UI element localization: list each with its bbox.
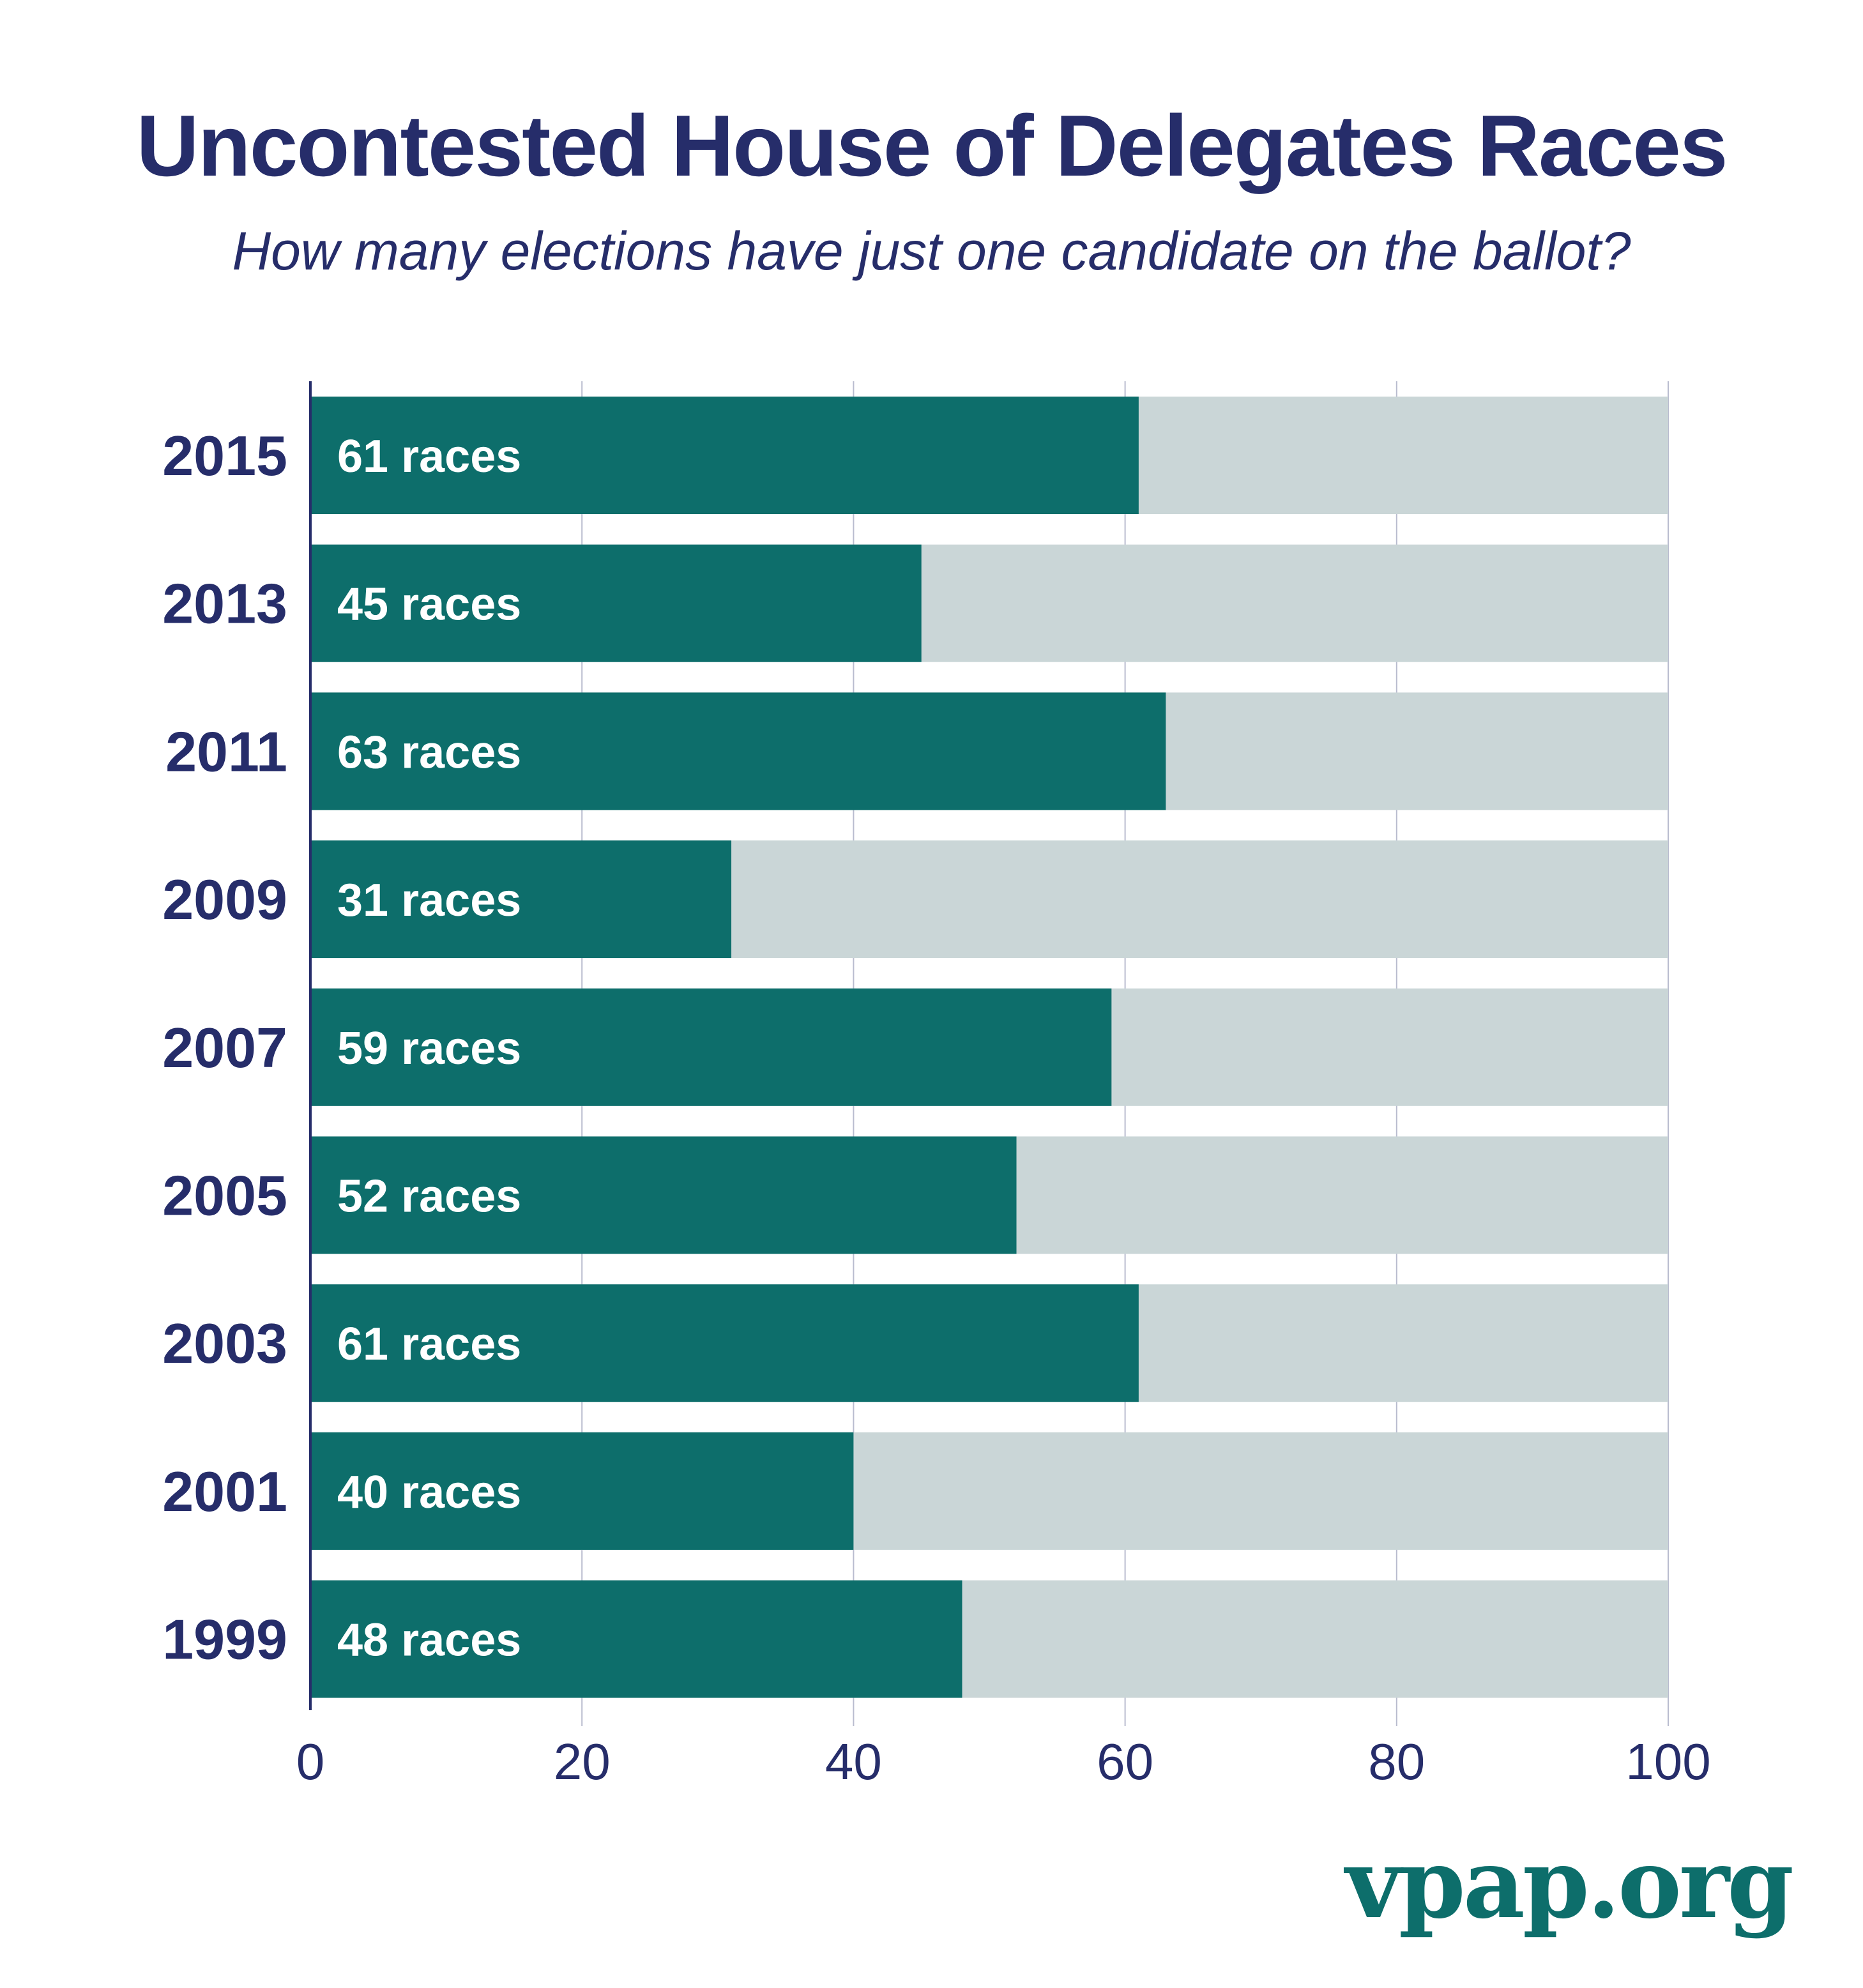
y-tick-label: 2015 — [162, 424, 287, 487]
y-tick-label: 2003 — [162, 1312, 287, 1375]
y-tick-label: 2011 — [165, 720, 287, 783]
brand-logo: vpap.org — [1345, 1828, 1794, 1940]
data-label: 63 races — [337, 727, 521, 778]
data-label: 45 races — [337, 579, 521, 630]
chart-title: Uncontested House of Delegates Races — [136, 97, 1728, 194]
y-tick-label: 2001 — [162, 1460, 287, 1523]
data-label: 40 races — [337, 1467, 521, 1518]
x-tick-label: 100 — [1625, 1733, 1710, 1790]
bar — [310, 1580, 962, 1698]
bar — [310, 988, 1112, 1106]
bar — [310, 840, 732, 959]
data-label: 61 races — [337, 1319, 521, 1370]
bar — [310, 544, 922, 662]
y-tick-label: 2013 — [162, 572, 287, 635]
data-label: 61 races — [337, 431, 521, 482]
y-tick-label: 1999 — [162, 1608, 287, 1671]
x-tick-label: 0 — [296, 1733, 325, 1790]
y-tick-label: 2009 — [162, 868, 287, 931]
y-tick-label: 2007 — [162, 1016, 287, 1079]
bar — [310, 1432, 854, 1550]
x-tick-label: 20 — [554, 1733, 611, 1790]
data-label: 31 races — [337, 875, 521, 926]
bar — [310, 692, 1166, 810]
y-tick-label: 2005 — [162, 1164, 287, 1227]
bar — [310, 1284, 1139, 1402]
x-tick-label: 60 — [1097, 1733, 1153, 1790]
x-tick-label: 40 — [825, 1733, 882, 1790]
chart-subtitle: How many elections have just one candida… — [232, 221, 1631, 281]
data-label: 48 races — [337, 1615, 521, 1666]
data-label: 52 races — [337, 1171, 521, 1222]
bar — [310, 397, 1139, 514]
data-label: 59 races — [337, 1023, 521, 1074]
bar — [310, 1136, 1017, 1254]
x-tick-label: 80 — [1368, 1733, 1425, 1790]
